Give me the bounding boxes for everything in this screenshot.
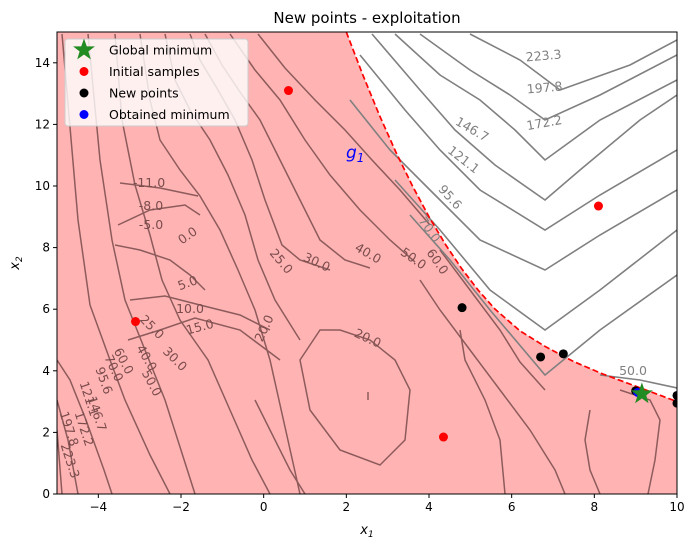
feasible-region <box>57 32 677 494</box>
contour-line <box>117 204 201 226</box>
plot-frame <box>56 31 678 495</box>
constraint-boundary <box>345 32 677 403</box>
contour-label: 50.0 <box>619 363 647 378</box>
x-tick-label: 8 <box>591 500 599 514</box>
contour-line <box>371 33 677 202</box>
constraint-label: g1 <box>346 143 364 165</box>
contour-label: -11.0 <box>133 175 165 190</box>
legend: Global minimum Initial samples New points O… <box>64 38 249 127</box>
legend-star-icon <box>73 38 95 60</box>
y-axis-label-main: x <box>8 262 23 271</box>
global-minimum-marker <box>630 382 653 404</box>
x-tick-label: −2 <box>172 500 190 514</box>
y-axis: 0 2 4 6 8 10 12 14 <box>35 56 57 501</box>
data-points <box>131 86 677 442</box>
contour-label: -8.0 <box>139 198 163 213</box>
y-tick-label: 12 <box>35 117 50 131</box>
contour-line <box>254 399 306 494</box>
contour-label: 172.2 <box>525 112 563 133</box>
contour-line <box>599 374 677 389</box>
contour-line <box>257 33 431 226</box>
x-tick-label: −4 <box>89 500 107 514</box>
x-axis-label-sub: 1 <box>368 530 374 540</box>
contour-line <box>409 214 677 377</box>
contour-line <box>61 33 171 494</box>
initial-sample-point <box>283 86 293 96</box>
contour-label: 15.0 <box>184 316 215 338</box>
contour-line <box>114 33 271 494</box>
contour-line <box>469 33 677 91</box>
x-tick-label: 2 <box>343 500 351 514</box>
y-tick-label: 0 <box>42 487 50 501</box>
y-tick-label: 14 <box>35 56 50 70</box>
contour-line <box>299 329 411 466</box>
x-tick-label: 10 <box>669 500 684 514</box>
contour-line <box>57 399 79 494</box>
contour-label: 197.8 <box>526 78 563 96</box>
contour-label: 10.0 <box>176 301 204 316</box>
new-point <box>457 303 467 313</box>
contour-line <box>439 249 546 391</box>
x-axis: −4 −2 0 2 4 6 8 10 <box>89 494 685 514</box>
infeasible-contours <box>349 33 677 389</box>
contour-line <box>229 33 416 263</box>
legend-label: Global minimum <box>109 43 212 58</box>
initial-sample-point <box>438 432 448 442</box>
initial-sample-point <box>593 201 603 211</box>
new-point <box>558 349 568 359</box>
x-axis-label: x1 <box>359 523 373 540</box>
contour-line <box>394 33 677 162</box>
x-tick-label: 0 <box>260 500 268 514</box>
y-tick-label: 10 <box>35 179 50 193</box>
contour-line <box>87 33 196 494</box>
constraint-label-main: g <box>346 143 357 163</box>
contour-line <box>57 359 113 494</box>
y-axis-label-sub: 2 <box>15 256 25 262</box>
contour-label: 223.3 <box>525 46 562 64</box>
new-point <box>536 352 546 362</box>
legend-label: Initial samples <box>109 64 200 79</box>
legend-dot-icon <box>79 67 89 76</box>
y-tick-label: 6 <box>42 302 50 316</box>
legend-dot-icon <box>79 110 89 119</box>
chart-title: New points - exploitation <box>273 9 460 27</box>
y-tick-label: 2 <box>42 425 50 439</box>
contour-line <box>419 279 566 494</box>
x-tick-label: 4 <box>425 500 433 514</box>
y-tick-label: 4 <box>42 364 50 378</box>
initial-sample-point <box>131 317 141 327</box>
constraint-label-sub: 1 <box>357 151 365 165</box>
contour-line <box>459 329 506 494</box>
contour-line <box>419 33 677 121</box>
contour-line <box>349 99 677 271</box>
y-axis-label: x2 <box>8 256 25 271</box>
contour-line <box>584 409 601 494</box>
contour-line <box>114 244 206 291</box>
x-tick-label: 6 <box>508 500 516 514</box>
contour-label: 5.0 <box>176 272 200 293</box>
contour-label: -5.0 <box>139 217 163 232</box>
contour-line <box>127 317 281 361</box>
contour-line <box>359 54 677 231</box>
contour-line <box>57 429 63 494</box>
y-tick-label: 8 <box>42 241 50 255</box>
legend-box <box>64 38 249 127</box>
x-axis-label-main: x <box>359 523 368 538</box>
new-point <box>672 398 677 408</box>
legend-label: New points <box>109 86 179 101</box>
new-point <box>672 390 677 400</box>
contour-line <box>129 295 271 331</box>
contour-line <box>119 182 199 197</box>
legend-dot-icon <box>79 88 89 98</box>
legend-label: Obtained minimum <box>109 107 230 122</box>
